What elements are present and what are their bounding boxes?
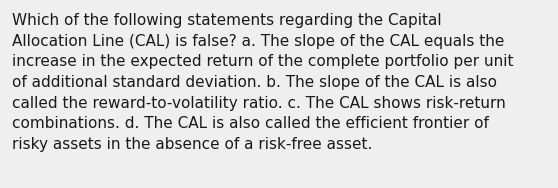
Text: Which of the following statements regarding the Capital
Allocation Line (CAL) is: Which of the following statements regard… — [12, 13, 514, 152]
